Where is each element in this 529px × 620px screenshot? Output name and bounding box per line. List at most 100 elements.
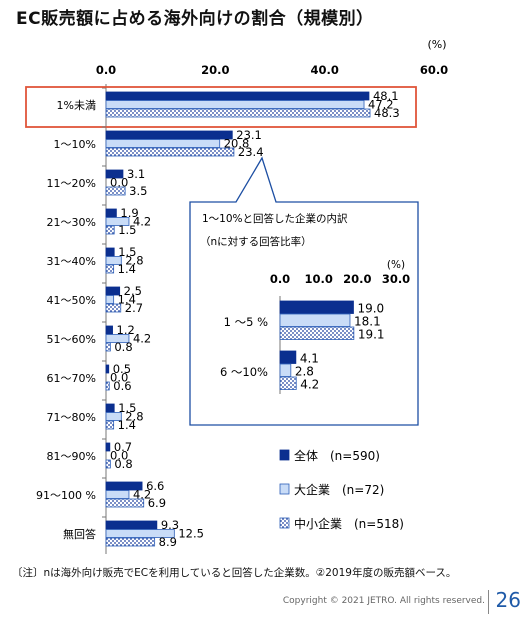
- bar: [105, 381, 110, 391]
- data-label: 6.6: [146, 479, 164, 493]
- inset-data-label: 18.1: [354, 315, 381, 329]
- bar: [105, 247, 115, 257]
- bar: [105, 490, 130, 499]
- legend-swatch: [279, 483, 290, 495]
- bar: [105, 217, 130, 226]
- data-label: 2.8: [125, 410, 143, 424]
- data-label: 1.4: [118, 262, 136, 276]
- category-label: 無回答: [63, 527, 96, 541]
- bar: [105, 286, 121, 296]
- data-label: 23.1: [236, 128, 262, 142]
- bar: [105, 91, 370, 101]
- category-label: 81～90%: [47, 450, 96, 463]
- bar: [105, 169, 124, 179]
- x-tick-label: 60.0: [420, 63, 448, 77]
- inset-bar: [279, 363, 292, 377]
- bar: [105, 100, 365, 109]
- inset-data-label: 4.1: [300, 352, 319, 366]
- inset-x-tick-label: 20.0: [343, 272, 371, 286]
- bar: [105, 364, 110, 374]
- inset-x-tick-label: 0.0: [270, 272, 290, 286]
- bar: [105, 412, 122, 421]
- inset-bar: [279, 313, 351, 327]
- data-label: 1.9: [120, 206, 138, 220]
- page-number: 26: [495, 588, 521, 612]
- data-label: 3.1: [127, 167, 145, 181]
- inset-category-label: 1 ～5 %: [224, 315, 268, 329]
- bar: [105, 130, 233, 140]
- category-label: 71～80%: [47, 411, 96, 424]
- bar: [105, 256, 122, 265]
- data-label: 4.2: [133, 332, 151, 346]
- category-label: 61～70%: [47, 372, 96, 385]
- bar: [105, 208, 117, 218]
- data-label: 1.4: [118, 293, 136, 307]
- inset-bar: [279, 300, 354, 314]
- category-label: 11～20%: [47, 177, 96, 190]
- data-label: 2.8: [125, 254, 143, 268]
- data-label: 1.2: [117, 323, 135, 337]
- category-label: 21～30%: [47, 216, 96, 229]
- bar: [105, 139, 221, 148]
- inset-data-label: 2.8: [295, 365, 314, 379]
- inset-callout-box: [189, 156, 419, 426]
- x-tick-label: 0.0: [96, 63, 116, 77]
- legend-swatch: [279, 517, 290, 529]
- inset-data-label: 19.1: [358, 328, 385, 342]
- data-label: 4.2: [133, 488, 151, 502]
- legend-swatch: [279, 449, 290, 461]
- category-label: 91～100 %: [36, 489, 96, 502]
- data-label: 48.3: [374, 106, 400, 120]
- data-label: 6.9: [148, 496, 166, 510]
- bar: [105, 481, 143, 491]
- category-label: 51～60%: [47, 333, 96, 346]
- category-label: 1～10%: [54, 138, 96, 151]
- footnote: 〔注〕nは海外向け販売でECを利用していると回答した企業数。②2019年度の販売…: [12, 567, 457, 579]
- bar: [105, 108, 371, 118]
- category-label: 1%未満: [57, 99, 96, 112]
- data-label: 3.5: [129, 184, 147, 198]
- data-label: 2.7: [125, 301, 143, 315]
- data-label: 0.8: [114, 457, 132, 471]
- data-label: 2.5: [124, 284, 142, 298]
- bar: [105, 334, 130, 343]
- main-chart: (%) 0.0 20.0 40.0 60.0 1%未満 48.147.248.3 1～10% 2…: [25, 38, 448, 554]
- data-label: 48.1: [373, 89, 399, 103]
- bar: [105, 186, 126, 196]
- bar: [105, 403, 115, 413]
- page-number-divider: [488, 590, 489, 614]
- data-label: 1.5: [118, 245, 136, 259]
- inset-category-label: 6 ～10%: [220, 365, 268, 379]
- data-label: 1.5: [118, 223, 136, 237]
- data-label: 8.9: [159, 535, 177, 549]
- legend: 全体 (n=590) 大企業 (n=72) 中小企業 (n=518): [279, 448, 404, 531]
- bar: [105, 498, 145, 508]
- inset-subtitle: （nに対する回答比率）: [200, 235, 312, 248]
- bar: [105, 420, 115, 430]
- bar: [105, 537, 156, 547]
- data-label: 12.5: [178, 527, 204, 541]
- inset-unit-label: (%): [387, 259, 405, 271]
- bar: [105, 264, 115, 274]
- category-label: 41～50%: [47, 294, 96, 307]
- data-label: 4.2: [133, 215, 151, 229]
- data-label: 0.7: [114, 440, 132, 454]
- highlight-box: [25, 86, 417, 128]
- chart-title: EC販売額に占める海外向けの割合（規模別）: [16, 9, 374, 29]
- data-label: 0.5: [113, 362, 131, 376]
- bar: [105, 442, 111, 452]
- inset-bar: [279, 376, 297, 390]
- inset-title: 1～10%と回答した企業の内訳: [202, 212, 348, 225]
- bar: [105, 225, 115, 235]
- unit-label: (%): [427, 38, 446, 51]
- inset-bar: [279, 350, 297, 364]
- data-label: 0.6: [113, 379, 131, 393]
- bar: [105, 520, 158, 530]
- bar: [105, 295, 115, 304]
- bar: [105, 303, 122, 313]
- bar: [105, 459, 111, 469]
- legend-label: 全体 (n=590): [294, 448, 380, 463]
- data-label: 0.0: [110, 176, 128, 190]
- category-label: 31～40%: [47, 255, 96, 268]
